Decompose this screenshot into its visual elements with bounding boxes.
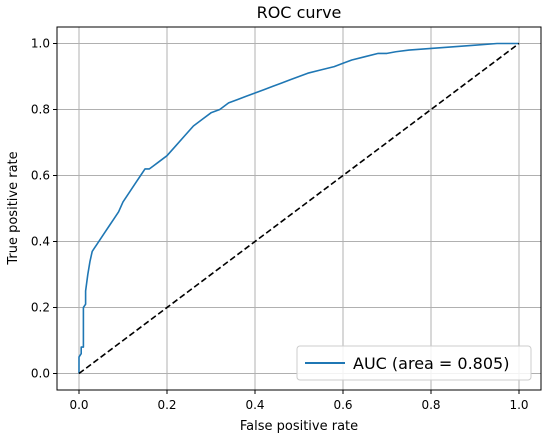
plot-frame [56, 26, 542, 391]
y-tick-label: 0.4 [31, 235, 50, 249]
ticks-layer: 0.0 0.2 0.4 0.6 0.8 1.0 0.0 0.2 0.4 0.6 0.8 1.0 [31, 37, 529, 413]
x-tick-label: 0.4 [245, 398, 264, 412]
series-layer [78, 42, 520, 375]
y-tick-label: 0.6 [31, 169, 50, 183]
x-axis-label: False positive rate [240, 419, 358, 434]
x-tick-label: 0.2 [157, 398, 176, 412]
y-tick-label: 1.0 [31, 37, 50, 51]
chance-diagonal-line [78, 42, 520, 375]
legend: AUC (area = 0.805) [296, 345, 532, 381]
x-tick-label: 1.0 [509, 398, 528, 412]
legend-label: AUC (area = 0.805) [353, 354, 509, 373]
y-axis-label: True positive rate [6, 151, 21, 265]
y-tick-label: 0.0 [31, 367, 50, 381]
y-tick-label: 0.2 [31, 301, 50, 315]
roc-series-line [78, 42, 519, 374]
legend-box [296, 345, 532, 381]
x-tick-label: 0.0 [69, 398, 88, 412]
y-tick-label: 0.8 [31, 103, 50, 117]
x-tick-label: 0.6 [333, 398, 352, 412]
grid-layer [57, 27, 541, 390]
chart-title: ROC curve [257, 3, 342, 22]
x-tick-label: 0.8 [421, 398, 440, 412]
